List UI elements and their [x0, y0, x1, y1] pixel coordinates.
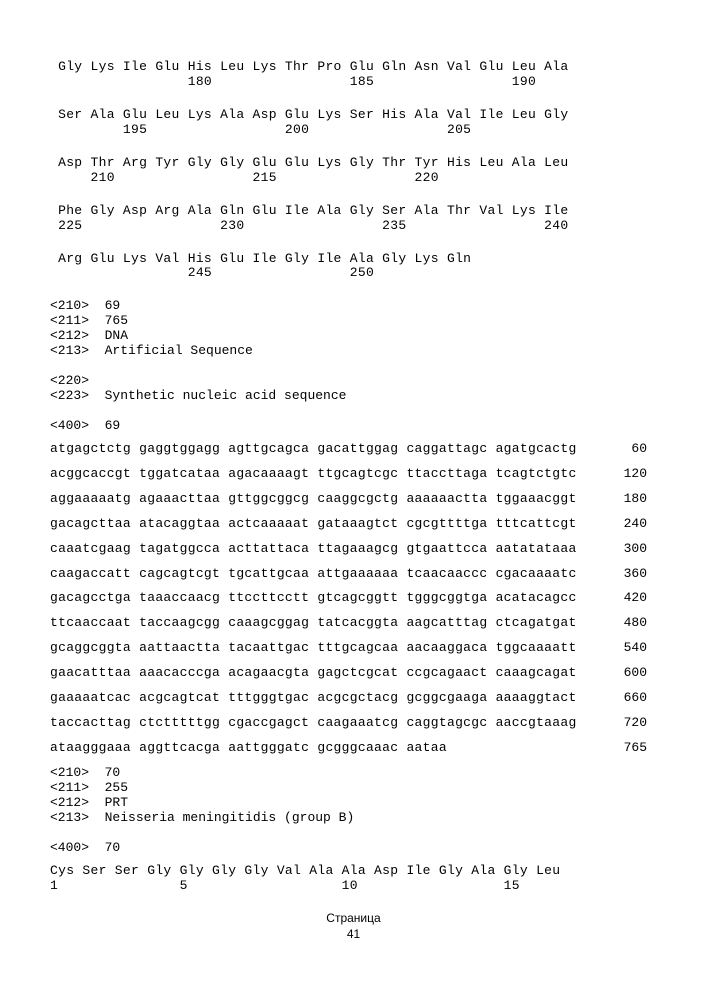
dna-row: gcaggcggta aattaactta tacaattgac tttgcag… — [50, 641, 657, 656]
dna-row: caagaccatt cagcagtcgt tgcattgcaa attgaaa… — [50, 567, 657, 582]
dna-row: gacagcctga taaaccaacg ttccttcctt gtcagcg… — [50, 591, 657, 606]
dna-position-number: 180 — [597, 492, 657, 507]
protein-row: Arg Glu Lys Val His Glu Ile Gly Ile Ala … — [50, 252, 657, 282]
dna-sequence-text: ttcaaccaat taccaagcgg caaagcggag tatcacg… — [50, 616, 577, 631]
protein-row: Gly Lys Ile Glu His Leu Lys Thr Pro Glu … — [50, 60, 657, 90]
page-footer-label: Страница — [50, 912, 657, 926]
dna-row: ataagggaaa aggttcacga aattgggatc gcgggca… — [50, 741, 657, 756]
dna-position-number: 540 — [597, 641, 657, 656]
dna-position-number: 765 — [597, 741, 657, 756]
dna-sequence-text: gaacatttaa aaacacccga acagaacgta gagctcg… — [50, 666, 577, 681]
protein-sequence-bottom: Cys Ser Ser Gly Gly Gly Gly Val Ala Ala … — [50, 864, 657, 894]
dna-row: gacagcttaa atacaggtaa actcaaaaat gataaag… — [50, 517, 657, 532]
dna-sequence-text: caagaccatt cagcagtcgt tgcattgcaa attgaaa… — [50, 567, 577, 582]
dna-row: aggaaaaatg agaaacttaa gttggcggcg caaggcg… — [50, 492, 657, 507]
dna-sequence-text: gacagcctga taaaccaacg ttccttcctt gtcagcg… — [50, 591, 577, 606]
dna-sequence-text: ataagggaaa aggttcacga aattgggatc gcgggca… — [50, 741, 447, 756]
dna-sequence-text: taccacttag ctctttttgg cgaccgagct caagaaa… — [50, 716, 577, 731]
dna-row: atgagctctg gaggtggagg agttgcagca gacattg… — [50, 442, 657, 457]
dna-row: gaaaaatcac acgcagtcat tttgggtgac acgcgct… — [50, 691, 657, 706]
dna-position-number: 420 — [597, 591, 657, 606]
dna-position-number: 120 — [597, 467, 657, 482]
protein-row: Ser Ala Glu Leu Lys Ala Asp Glu Lys Ser … — [50, 108, 657, 138]
dna-position-number: 660 — [597, 691, 657, 706]
dna-position-number: 60 — [597, 442, 657, 457]
dna-position-number: 480 — [597, 616, 657, 631]
sequence-metadata-69: <210> 69 <211> 765 <212> DNA <213> Artif… — [50, 299, 657, 433]
protein-row: Phe Gly Asp Arg Ala Gln Glu Ile Ala Gly … — [50, 204, 657, 234]
dna-sequence-text: atgagctctg gaggtggagg agttgcagca gacattg… — [50, 442, 577, 457]
dna-position-number: 720 — [597, 716, 657, 731]
protein-sequence-top: Gly Lys Ile Glu His Leu Lys Thr Pro Glu … — [50, 60, 657, 281]
dna-sequence-text: acggcaccgt tggatcataa agacaaaagt ttgcagt… — [50, 467, 577, 482]
dna-sequence-text: aggaaaaatg agaaacttaa gttggcggcg caaggcg… — [50, 492, 577, 507]
dna-row: acggcaccgt tggatcataa agacaaaagt ttgcagt… — [50, 467, 657, 482]
dna-sequence-text: gacagcttaa atacaggtaa actcaaaaat gataaag… — [50, 517, 577, 532]
dna-row: ttcaaccaat taccaagcgg caaagcggag tatcacg… — [50, 616, 657, 631]
protein-row: Cys Ser Ser Gly Gly Gly Gly Val Ala Ala … — [50, 864, 657, 894]
page-number: 41 — [50, 928, 657, 942]
dna-sequence-text: gaaaaatcac acgcagtcat tttgggtgac acgcgct… — [50, 691, 577, 706]
sequence-metadata-70: <210> 70 <211> 255 <212> PRT <213> Neiss… — [50, 766, 657, 856]
dna-position-number: 240 — [597, 517, 657, 532]
dna-sequence-text: caaatcgaag tagatggcca acttattaca ttagaaa… — [50, 542, 577, 557]
dna-row: gaacatttaa aaacacccga acagaacgta gagctcg… — [50, 666, 657, 681]
protein-row: Asp Thr Arg Tyr Gly Gly Glu Glu Lys Gly … — [50, 156, 657, 186]
dna-position-number: 600 — [597, 666, 657, 681]
dna-sequence-listing: atgagctctg gaggtggagg agttgcagca gacattg… — [50, 442, 657, 756]
dna-position-number: 360 — [597, 567, 657, 582]
dna-row: taccacttag ctctttttgg cgaccgagct caagaaa… — [50, 716, 657, 731]
dna-row: caaatcgaag tagatggcca acttattaca ttagaaa… — [50, 542, 657, 557]
dna-position-number: 300 — [597, 542, 657, 557]
dna-sequence-text: gcaggcggta aattaactta tacaattgac tttgcag… — [50, 641, 577, 656]
